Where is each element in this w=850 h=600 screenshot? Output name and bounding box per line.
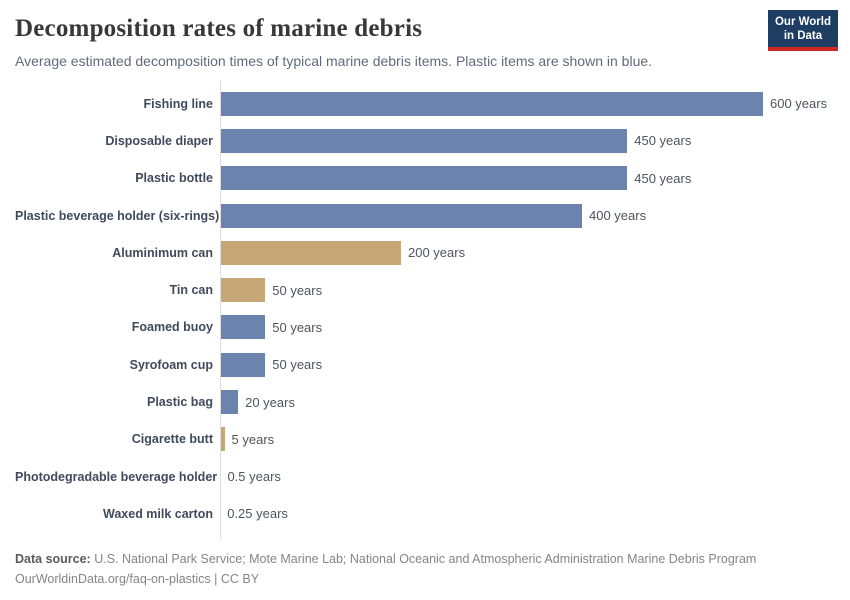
category-label: Foamed buoy [131, 320, 213, 335]
bar[interactable] [220, 352, 266, 377]
owid-logo[interactable]: Our World in Data [767, 10, 838, 51]
value-label: 50 years [272, 357, 323, 373]
data-source-text: U.S. National Park Service; Mote Marine … [90, 551, 757, 566]
chart-subtitle: Average estimated decomposition times of… [15, 53, 653, 69]
category-label: Plastic bottle [135, 171, 213, 186]
chart-row: Plastic bottle 450 years [15, 160, 838, 197]
page-title: Decomposition rates of marine debris [15, 15, 423, 42]
value-label: 400 years [589, 208, 647, 224]
chart-area: Fishing line 600 years Disposable diaper… [15, 80, 838, 539]
bar-area: 450 years [220, 160, 838, 197]
bar[interactable] [220, 427, 225, 452]
chart-row: Tin can 50 years [15, 271, 838, 308]
chart-rows: Fishing line 600 years Disposable diaper… [15, 85, 838, 533]
footer: Data source: U.S. National Park Service;… [15, 549, 835, 589]
bar[interactable] [220, 390, 239, 415]
category-label: Aluminimum can [112, 245, 213, 260]
bar[interactable] [220, 203, 582, 228]
value-label: 0.25 years [227, 506, 288, 522]
value-label: 450 years [634, 133, 692, 149]
bar[interactable] [220, 278, 266, 303]
chart-row: Aluminimum can 200 years [15, 234, 838, 271]
bar-area: 450 years [220, 122, 838, 159]
data-source-line: Data source: U.S. National Park Service;… [15, 549, 835, 569]
owid-logo-line1: Our World [774, 16, 831, 28]
bar-area: 50 years [220, 309, 838, 346]
category-label: Tin can [169, 283, 213, 298]
bar[interactable] [220, 315, 266, 340]
category-label: Cigarette butt [131, 432, 213, 447]
chart-row: Photodegradable beverage holder 0.5 year… [15, 458, 838, 495]
chart-row: Fishing line 600 years [15, 85, 838, 122]
chart-row: Plastic beverage holder (six-rings) 400 … [15, 197, 838, 234]
owid-logo-line2: in Data [783, 30, 823, 42]
category-label: Fishing line [143, 96, 213, 111]
category-label: Disposable diaper [105, 133, 213, 148]
y-axis-line [220, 80, 221, 539]
value-label: 50 years [272, 319, 323, 335]
bar-area: 50 years [220, 271, 838, 308]
value-label: 450 years [634, 170, 692, 186]
bar-area: 20 years [220, 383, 838, 420]
value-label: 600 years [770, 96, 828, 112]
bar[interactable] [220, 240, 401, 265]
chart-row: Foamed buoy 50 years [15, 309, 838, 346]
bar-area: 0.5 years [220, 458, 838, 495]
license-line: OurWorldinData.org/faq-on-plastics | CC … [15, 571, 260, 586]
header: Decomposition rates of marine debris Ave… [0, 0, 850, 70]
bar-area: 0.25 years [220, 495, 838, 532]
category-label: Waxed milk carton [103, 506, 213, 521]
bar[interactable] [220, 128, 628, 153]
data-source-label: Data source: [15, 551, 91, 566]
value-label: 0.5 years [227, 469, 281, 485]
value-label: 20 years [245, 394, 295, 410]
bar-area: 50 years [220, 346, 838, 383]
chart-row: Disposable diaper 450 years [15, 122, 838, 159]
value-label: 200 years [408, 245, 466, 261]
bar-area: 200 years [220, 234, 838, 271]
bar-area: 5 years [220, 421, 838, 458]
bar-area: 400 years [220, 197, 838, 234]
value-label: 5 years [231, 431, 275, 447]
chart-row: Plastic bag 20 years [15, 383, 838, 420]
chart-row: Waxed milk carton 0.25 years [15, 495, 838, 532]
category-label: Plastic bag [147, 395, 213, 410]
category-label: Photodegradable beverage holder [15, 469, 218, 484]
value-label: 50 years [272, 282, 323, 298]
category-label: Syrofoam cup [129, 357, 213, 372]
chart-row: Syrofoam cup 50 years [15, 346, 838, 383]
bar[interactable] [220, 166, 628, 191]
category-label: Plastic beverage holder (six-rings) [15, 208, 220, 223]
chart-row: Cigarette butt 5 years [15, 421, 838, 458]
bar[interactable] [220, 91, 763, 116]
bar-area: 600 years [220, 85, 838, 122]
